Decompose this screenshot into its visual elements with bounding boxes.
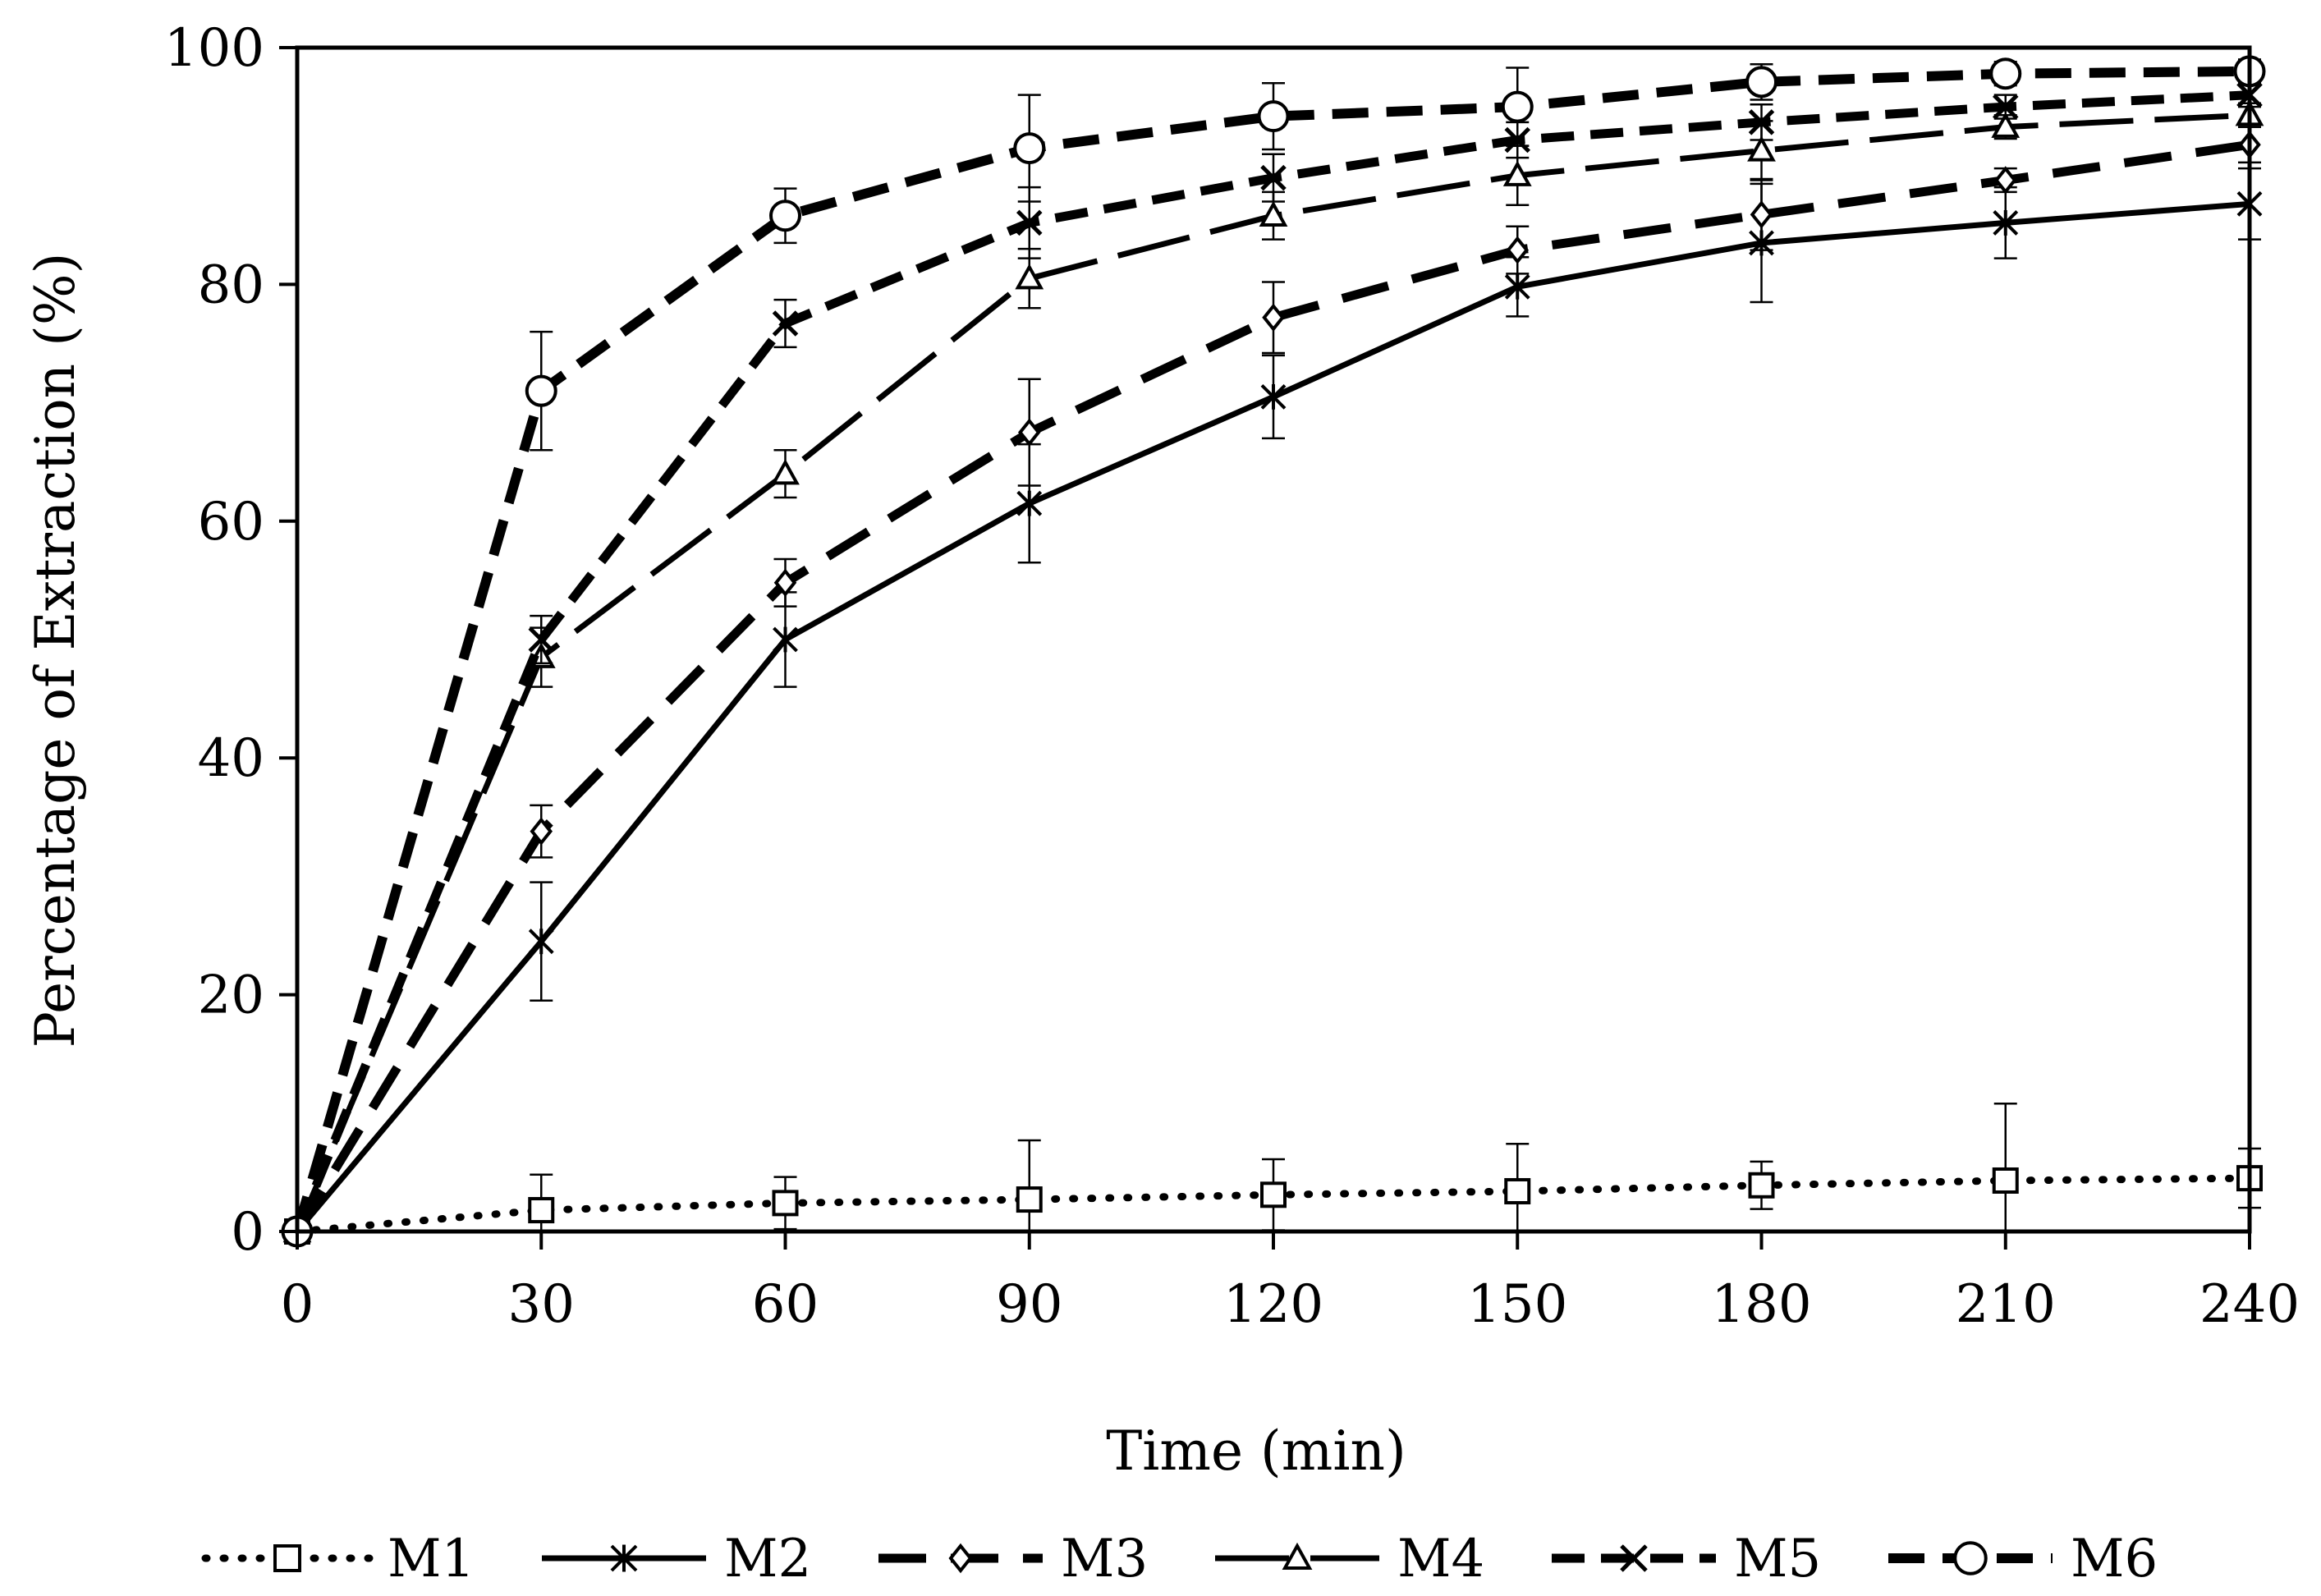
series-m6: [281, 55, 2266, 1248]
series-m5: [284, 81, 2263, 1245]
point-m6: [525, 374, 557, 407]
legend-marker: [1282, 1542, 1313, 1570]
legend-marker: [948, 1543, 973, 1574]
point-m5: [1992, 94, 2019, 120]
legend-item-m6: M6: [1888, 1529, 2158, 1589]
x-tick-label: 210: [1956, 1274, 2056, 1335]
legend-marker: [610, 1544, 638, 1572]
point-m1: [528, 1197, 555, 1224]
point-m6: [1989, 57, 2022, 90]
point-m4: [1991, 112, 2021, 138]
point-m5: [1260, 164, 1287, 191]
point-m4: [1747, 135, 1776, 162]
point-m3: [1506, 236, 1530, 264]
point-m2: [1993, 210, 2019, 236]
point-m4: [1015, 264, 1044, 290]
point-m4: [1502, 160, 1532, 186]
plot-area: [281, 55, 2266, 1248]
point-m1: [1016, 1186, 1043, 1213]
point-m3: [1993, 166, 2017, 195]
x-tick-label: 180: [1711, 1274, 1811, 1335]
y-tick-label: 80: [198, 255, 264, 315]
series-m4: [282, 100, 2264, 1243]
legend-marker: [1620, 1544, 1648, 1572]
point-m2: [528, 929, 554, 955]
point-m3: [1017, 418, 1041, 447]
legend: M1 M2 M3 M4 M5 M6: [201, 1529, 2158, 1589]
point-m3: [530, 817, 553, 846]
legend-label: M4: [1397, 1529, 1484, 1589]
legend-item-m3: M3: [878, 1529, 1148, 1589]
legend-marker: [1953, 1541, 1988, 1575]
point-m6: [1745, 66, 1777, 99]
legend-item-m1: M1: [201, 1529, 475, 1589]
point-m3: [773, 568, 797, 597]
y-tick-label: 100: [164, 18, 264, 79]
point-m5: [1748, 109, 1775, 135]
y-tick-label: 0: [231, 1202, 264, 1263]
point-m1: [1504, 1177, 1531, 1204]
legend-marker: [273, 1544, 301, 1572]
point-m5: [1016, 209, 1043, 236]
point-m2: [1016, 490, 1043, 516]
legend-label: M2: [724, 1529, 811, 1589]
point-m1: [1260, 1181, 1287, 1208]
series-m3: [286, 126, 2261, 1246]
y-axis-title: Percentage of Extraction (%): [24, 253, 87, 1048]
point-m6: [1257, 100, 1290, 133]
x-axis-title: Time (min): [1106, 1419, 1406, 1483]
x-tick-label: 60: [752, 1274, 819, 1335]
x-tick-label: 0: [281, 1274, 314, 1335]
series-m1: [284, 1103, 2263, 1245]
point-m4: [1259, 200, 1288, 227]
point-m2: [1260, 383, 1287, 410]
legend-item-m2: M2: [542, 1529, 811, 1589]
legend-item-m4: M4: [1215, 1529, 1484, 1589]
point-m6: [1501, 90, 1534, 123]
error-bar-m1: [1017, 1139, 1041, 1233]
point-m1: [1748, 1172, 1775, 1199]
legend-label: M6: [2071, 1529, 2158, 1589]
point-m3: [1262, 303, 1285, 332]
x-tick-label: 150: [1467, 1274, 1567, 1335]
x-tick-label: 90: [996, 1274, 1062, 1335]
line-m6: [292, 66, 2250, 1233]
point-m6: [769, 200, 801, 232]
line-m5: [292, 90, 2250, 1234]
point-m1: [772, 1190, 799, 1217]
point-m2: [773, 626, 798, 653]
y-tick-label: 60: [198, 492, 264, 553]
x-tick-label: 120: [1223, 1274, 1323, 1335]
point-m6: [1013, 132, 1046, 165]
axes: 0 30 60 90 120 150 180 210 240 0 20 40 60 80 100: [164, 18, 2300, 1335]
x-tick-label: 240: [2199, 1274, 2300, 1335]
point-m2: [1504, 273, 1530, 300]
point-m1: [1992, 1167, 2019, 1194]
point-m3: [1750, 200, 1773, 229]
legend-label: M5: [1734, 1529, 1821, 1589]
legend-label: M3: [1061, 1529, 1148, 1589]
legend-label: M1: [388, 1529, 475, 1589]
point-m5: [528, 626, 555, 653]
y-tick-label: 40: [198, 728, 264, 789]
point-m5: [772, 310, 799, 337]
legend-item-m5: M5: [1552, 1529, 1821, 1589]
point-m4: [771, 459, 800, 485]
x-tick-label: 30: [508, 1274, 575, 1335]
y-tick-label: 20: [198, 965, 264, 1026]
